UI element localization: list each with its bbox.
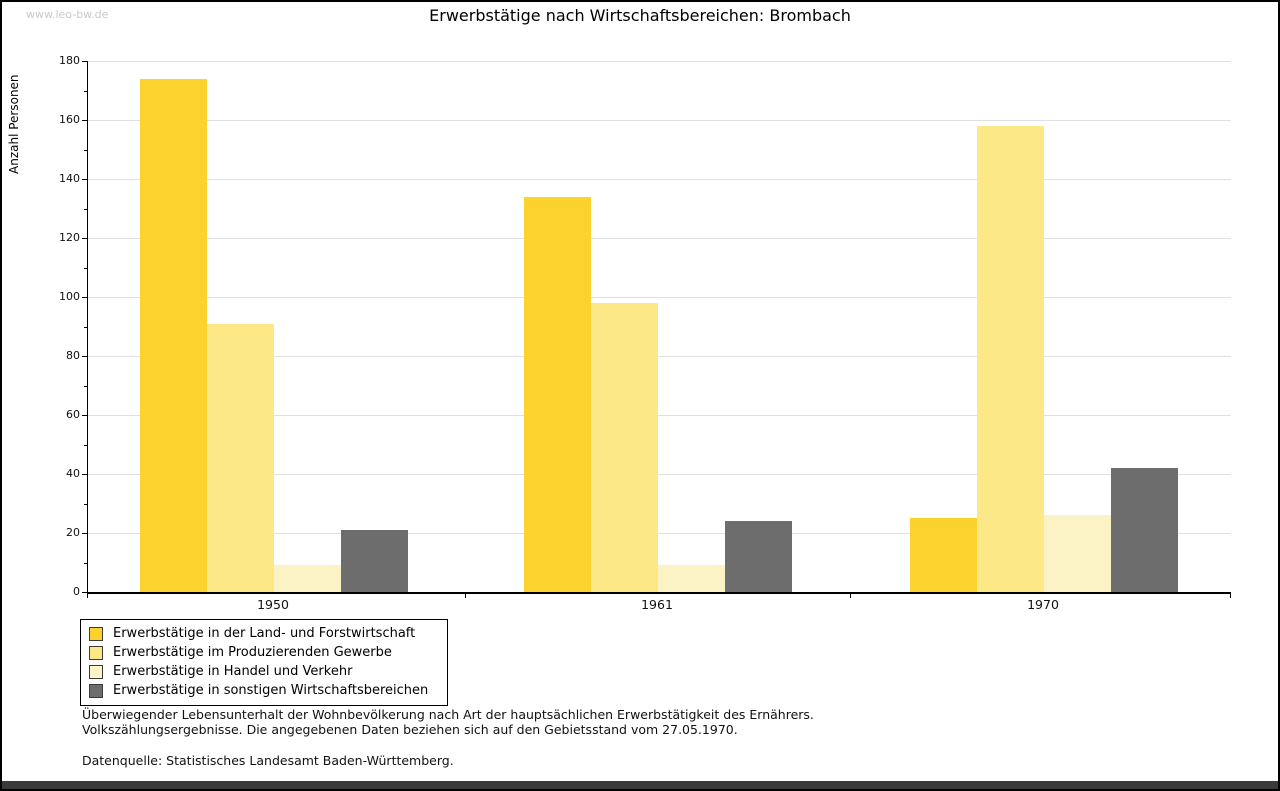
y-tick-label: 20 bbox=[66, 526, 80, 539]
y-axis-label: Anzahl Personen bbox=[7, 74, 21, 174]
legend-swatch bbox=[89, 664, 103, 679]
y-tick bbox=[84, 444, 87, 446]
legend-swatch bbox=[89, 645, 103, 660]
y-tick-label: 0 bbox=[73, 585, 80, 598]
watermark: www.leo-bw.de bbox=[26, 8, 109, 21]
bar-1950-series4 bbox=[341, 530, 408, 592]
y-tick bbox=[82, 415, 87, 416]
x-tick bbox=[465, 593, 466, 598]
y-tick bbox=[82, 120, 87, 121]
legend-swatch bbox=[89, 683, 103, 698]
chart-title: Erwerbstätige nach Wirtschaftsbereichen:… bbox=[429, 6, 851, 25]
legend-label: Erwerbstätige in Handel und Verkehr bbox=[113, 664, 353, 679]
legend-row: Erwerbstätige in Handel und Verkehr bbox=[89, 662, 439, 681]
bar-1970-series2 bbox=[977, 125, 1044, 592]
legend-swatch bbox=[89, 626, 103, 641]
gridline bbox=[88, 179, 1231, 180]
y-tick bbox=[84, 385, 87, 387]
legend-label: Erwerbstätige im Produzierenden Gewerbe bbox=[113, 645, 392, 660]
gridline bbox=[88, 120, 1231, 121]
legend-label: Erwerbstätige in sonstigen Wirtschaftsbe… bbox=[113, 683, 429, 698]
x-tick bbox=[87, 593, 88, 598]
y-tick bbox=[84, 562, 87, 564]
y-tick bbox=[84, 503, 87, 505]
bar-1970-series3 bbox=[1044, 515, 1111, 592]
y-tick-label: 160 bbox=[59, 113, 80, 126]
gridline bbox=[88, 356, 1231, 357]
legend-row: Erwerbstätige im Produzierenden Gewerbe bbox=[89, 643, 439, 662]
bar-1961-series3 bbox=[658, 565, 725, 592]
gridline bbox=[88, 415, 1231, 416]
legend: Erwerbstätige in der Land- und Forstwirt… bbox=[80, 619, 448, 706]
y-tick bbox=[82, 356, 87, 357]
y-tick bbox=[82, 474, 87, 475]
legend-label: Erwerbstätige in der Land- und Forstwirt… bbox=[113, 626, 416, 641]
gridline bbox=[88, 238, 1231, 239]
y-tick bbox=[84, 90, 87, 92]
y-tick bbox=[82, 297, 87, 298]
y-tick-label: 80 bbox=[66, 349, 80, 362]
gridline bbox=[88, 474, 1231, 475]
x-tick-label: 1950 bbox=[257, 597, 289, 612]
legend-row: Erwerbstätige in der Land- und Forstwirt… bbox=[89, 624, 439, 643]
y-tick bbox=[82, 533, 87, 534]
y-tick bbox=[84, 208, 87, 210]
gridline bbox=[88, 61, 1231, 62]
bar-1961-series1 bbox=[524, 196, 591, 592]
footnotes: Überwiegender Lebensunterhalt der Wohnbe… bbox=[82, 707, 814, 769]
y-tick bbox=[82, 238, 87, 239]
bar-1961-series2 bbox=[591, 302, 658, 592]
bar-1970-series1 bbox=[910, 518, 977, 592]
y-tick bbox=[82, 61, 87, 62]
bar-1950-series1 bbox=[140, 78, 207, 592]
bar-1950-series2 bbox=[207, 323, 274, 592]
y-tick-label: 120 bbox=[59, 231, 80, 244]
y-tick bbox=[82, 592, 87, 593]
y-tick-label: 100 bbox=[59, 290, 80, 303]
data-source: Datenquelle: Statistisches Landesamt Bad… bbox=[82, 753, 454, 768]
legend-row: Erwerbstätige in sonstigen Wirtschaftsbe… bbox=[89, 681, 439, 700]
footnote-line: Volkszählungsergebnisse. Die angegebenen… bbox=[82, 721, 738, 737]
y-tick-label: 180 bbox=[59, 54, 80, 67]
y-tick bbox=[84, 326, 87, 328]
y-tick bbox=[84, 149, 87, 151]
y-tick bbox=[84, 267, 87, 269]
footnote-line: Überwiegender Lebensunterhalt der Wohnbe… bbox=[82, 707, 814, 722]
x-tick-label: 1970 bbox=[1027, 597, 1059, 612]
bar-1950-series3 bbox=[274, 565, 341, 592]
x-tick bbox=[850, 593, 851, 598]
y-tick bbox=[82, 179, 87, 180]
plot-area bbox=[87, 61, 1231, 594]
y-tick-label: 140 bbox=[59, 172, 80, 185]
gridline bbox=[88, 297, 1231, 298]
bar-1970-series4 bbox=[1111, 468, 1178, 592]
window-bottom-bar bbox=[2, 781, 1278, 789]
y-tick-label: 40 bbox=[66, 467, 80, 480]
x-tick-label: 1961 bbox=[641, 597, 673, 612]
gridline bbox=[88, 533, 1231, 534]
y-tick-label: 60 bbox=[66, 408, 80, 421]
x-tick bbox=[1230, 593, 1231, 598]
bar-1961-series4 bbox=[725, 521, 792, 592]
